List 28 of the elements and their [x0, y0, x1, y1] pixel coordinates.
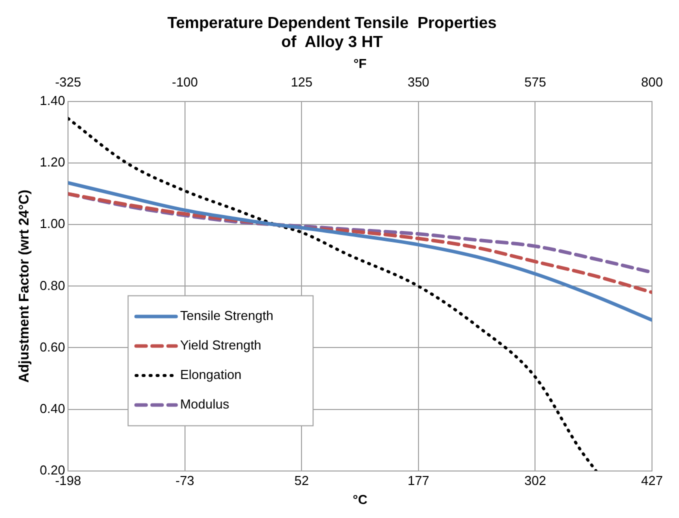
line-series [68, 181, 652, 322]
y-tick-label: 0.80 [40, 278, 66, 293]
x2-tick-label: 575 [524, 74, 546, 90]
x2-tick-label: -100 [172, 74, 198, 90]
x-tick-label: -73 [175, 473, 194, 488]
y-tick-label: 0.40 [40, 400, 66, 416]
x-tick-label: 177 [408, 473, 430, 488]
y-tick-label: 1.40 [40, 93, 66, 108]
x-tick-label: 427 [641, 473, 663, 488]
legend-label: Modulus [180, 396, 230, 412]
x2-tick-label: 800 [641, 74, 663, 90]
y-tick-label: 1.00 [40, 216, 66, 232]
x2-axis-title: °F [353, 56, 367, 71]
y-axis-title: Adjustment Factor (wrt 24°C) [15, 190, 32, 383]
y-tick-label: 0.60 [40, 339, 66, 354]
x2-tick-label: 125 [290, 74, 313, 90]
x-tick-label: 302 [524, 473, 546, 488]
chart-title: Temperature Dependent Tensile Properties of Alloy 3 HT [167, 15, 497, 52]
x2-tick-label: 350 [408, 74, 430, 90]
line-series [68, 192, 652, 294]
y-tick-label: 1.20 [40, 154, 66, 170]
x-axis-title: °C [352, 492, 368, 507]
legend-label: Yield Strength [180, 338, 262, 353]
x-tick-label: 52 [294, 473, 309, 488]
legend-label: Tensile Strength [180, 308, 274, 324]
x2-tick-label: -325 [55, 74, 82, 90]
line-series [68, 117, 598, 471]
legend-label: Elongation [180, 367, 242, 382]
